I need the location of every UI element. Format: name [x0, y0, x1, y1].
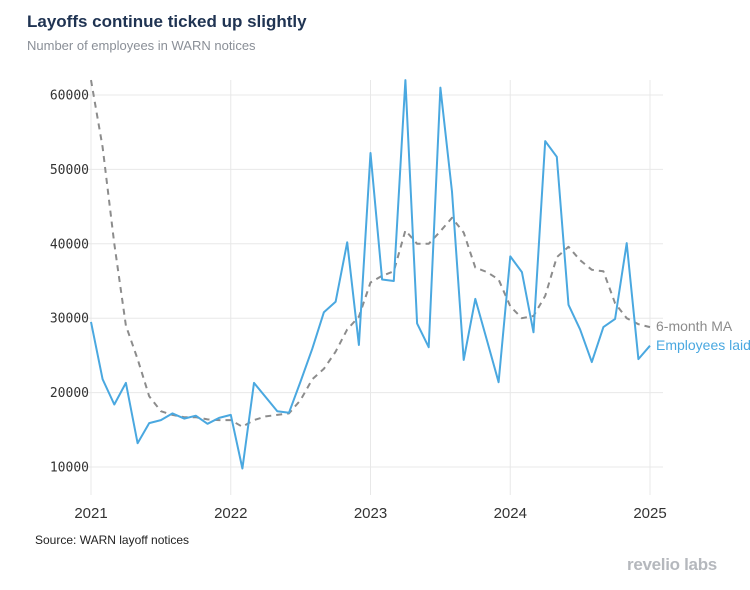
revelio-labs-logo: revelio labs	[627, 555, 717, 574]
y-tick-label: 20000	[50, 386, 89, 401]
x-tick-label: 2025	[633, 505, 666, 522]
series-label-employees-laid-off: Employees laid off	[656, 337, 750, 353]
x-tick-label: 2022	[214, 505, 247, 522]
chart-subtitle: Number of employees in WARN notices	[27, 38, 256, 53]
y-tick-label: 30000	[50, 312, 89, 327]
y-tick-label: 50000	[50, 163, 89, 178]
y-tick-label: 40000	[50, 237, 89, 252]
y-tick-label: 10000	[50, 461, 89, 476]
x-tick-label: 2023	[354, 505, 387, 522]
x-tick-label: 2024	[494, 505, 527, 522]
source-note: Source: WARN layoff notices	[35, 533, 190, 547]
x-tick-label: 2021	[74, 505, 107, 522]
series-line-employees-laid-off	[90, 79, 651, 470]
series-line-6-month-ma	[90, 79, 651, 428]
series-label-6-month-ma: 6-month MA	[656, 318, 733, 334]
y-tick-label: 60000	[50, 89, 89, 104]
chart-title: Layoffs continue ticked up slightly	[27, 12, 307, 31]
